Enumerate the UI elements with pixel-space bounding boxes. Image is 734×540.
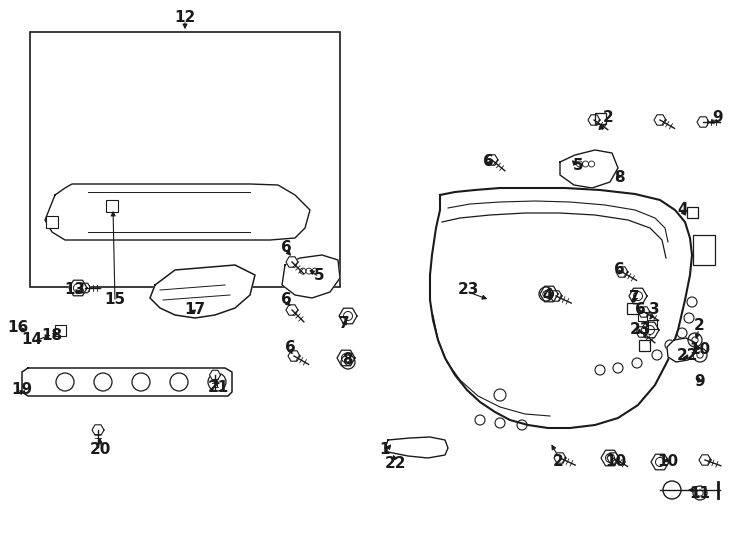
Polygon shape bbox=[288, 351, 300, 361]
Text: 8: 8 bbox=[342, 353, 352, 368]
Polygon shape bbox=[697, 117, 709, 127]
Text: 4: 4 bbox=[542, 287, 553, 302]
Text: 21: 21 bbox=[208, 381, 228, 395]
Polygon shape bbox=[641, 322, 659, 338]
Text: 8: 8 bbox=[614, 171, 625, 186]
Bar bbox=[693, 235, 715, 265]
Text: 18: 18 bbox=[41, 327, 62, 342]
Text: 6: 6 bbox=[483, 154, 493, 170]
Polygon shape bbox=[550, 291, 562, 301]
Polygon shape bbox=[286, 257, 298, 267]
Bar bbox=[639, 340, 650, 350]
Bar bbox=[595, 112, 606, 124]
Polygon shape bbox=[385, 437, 448, 458]
Bar bbox=[30, 32, 340, 287]
Polygon shape bbox=[540, 286, 558, 302]
Polygon shape bbox=[654, 115, 666, 125]
Polygon shape bbox=[616, 267, 628, 277]
Text: 3: 3 bbox=[649, 302, 659, 318]
Text: 5: 5 bbox=[313, 267, 324, 282]
Bar bbox=[686, 206, 697, 218]
Text: 6: 6 bbox=[285, 341, 295, 355]
Text: 6: 6 bbox=[635, 302, 645, 318]
Polygon shape bbox=[601, 450, 619, 466]
Text: 23: 23 bbox=[457, 282, 479, 298]
Text: 20: 20 bbox=[90, 442, 111, 457]
Text: 7: 7 bbox=[629, 291, 639, 306]
Text: 22: 22 bbox=[676, 348, 698, 362]
Polygon shape bbox=[638, 307, 650, 317]
Text: 7: 7 bbox=[338, 315, 349, 330]
Text: 15: 15 bbox=[104, 293, 126, 307]
Polygon shape bbox=[699, 455, 711, 465]
Polygon shape bbox=[554, 453, 566, 463]
Polygon shape bbox=[22, 368, 232, 396]
Polygon shape bbox=[667, 338, 695, 362]
Polygon shape bbox=[282, 255, 340, 298]
Text: 23: 23 bbox=[629, 322, 650, 338]
Text: 6: 6 bbox=[614, 262, 625, 278]
Polygon shape bbox=[651, 454, 669, 470]
Polygon shape bbox=[79, 284, 90, 293]
Text: 17: 17 bbox=[184, 302, 206, 318]
Polygon shape bbox=[150, 265, 255, 318]
Text: 9: 9 bbox=[694, 375, 705, 389]
Bar bbox=[627, 302, 638, 314]
Text: 22: 22 bbox=[385, 456, 407, 471]
Text: 12: 12 bbox=[175, 10, 196, 25]
Text: 16: 16 bbox=[7, 321, 29, 335]
Text: 2: 2 bbox=[603, 111, 614, 125]
Polygon shape bbox=[286, 305, 298, 315]
Polygon shape bbox=[629, 288, 647, 304]
Polygon shape bbox=[45, 184, 310, 240]
Polygon shape bbox=[607, 453, 619, 463]
Text: 10: 10 bbox=[606, 455, 627, 469]
Text: 10: 10 bbox=[689, 342, 711, 357]
Polygon shape bbox=[339, 308, 357, 324]
Text: 2: 2 bbox=[553, 455, 564, 469]
Bar bbox=[106, 200, 118, 212]
Text: 13: 13 bbox=[65, 282, 86, 298]
Text: 5: 5 bbox=[573, 158, 584, 172]
Text: 4: 4 bbox=[677, 202, 688, 218]
Bar bbox=[647, 320, 656, 328]
Bar bbox=[638, 312, 647, 321]
Bar bbox=[46, 216, 58, 228]
Text: 11: 11 bbox=[689, 485, 711, 501]
Text: 6: 6 bbox=[280, 293, 291, 307]
Polygon shape bbox=[337, 350, 355, 366]
Polygon shape bbox=[486, 155, 498, 165]
Text: 19: 19 bbox=[12, 382, 32, 397]
Polygon shape bbox=[560, 150, 618, 188]
Text: 1: 1 bbox=[379, 442, 390, 457]
Text: 2: 2 bbox=[694, 318, 705, 333]
Text: 9: 9 bbox=[713, 111, 723, 125]
Polygon shape bbox=[69, 280, 87, 296]
Polygon shape bbox=[588, 115, 600, 125]
Text: 14: 14 bbox=[21, 333, 43, 348]
Bar bbox=[54, 325, 65, 335]
Text: 10: 10 bbox=[658, 455, 678, 469]
Polygon shape bbox=[92, 425, 104, 435]
Polygon shape bbox=[636, 327, 648, 337]
Polygon shape bbox=[209, 370, 220, 380]
Text: 6: 6 bbox=[280, 240, 291, 255]
